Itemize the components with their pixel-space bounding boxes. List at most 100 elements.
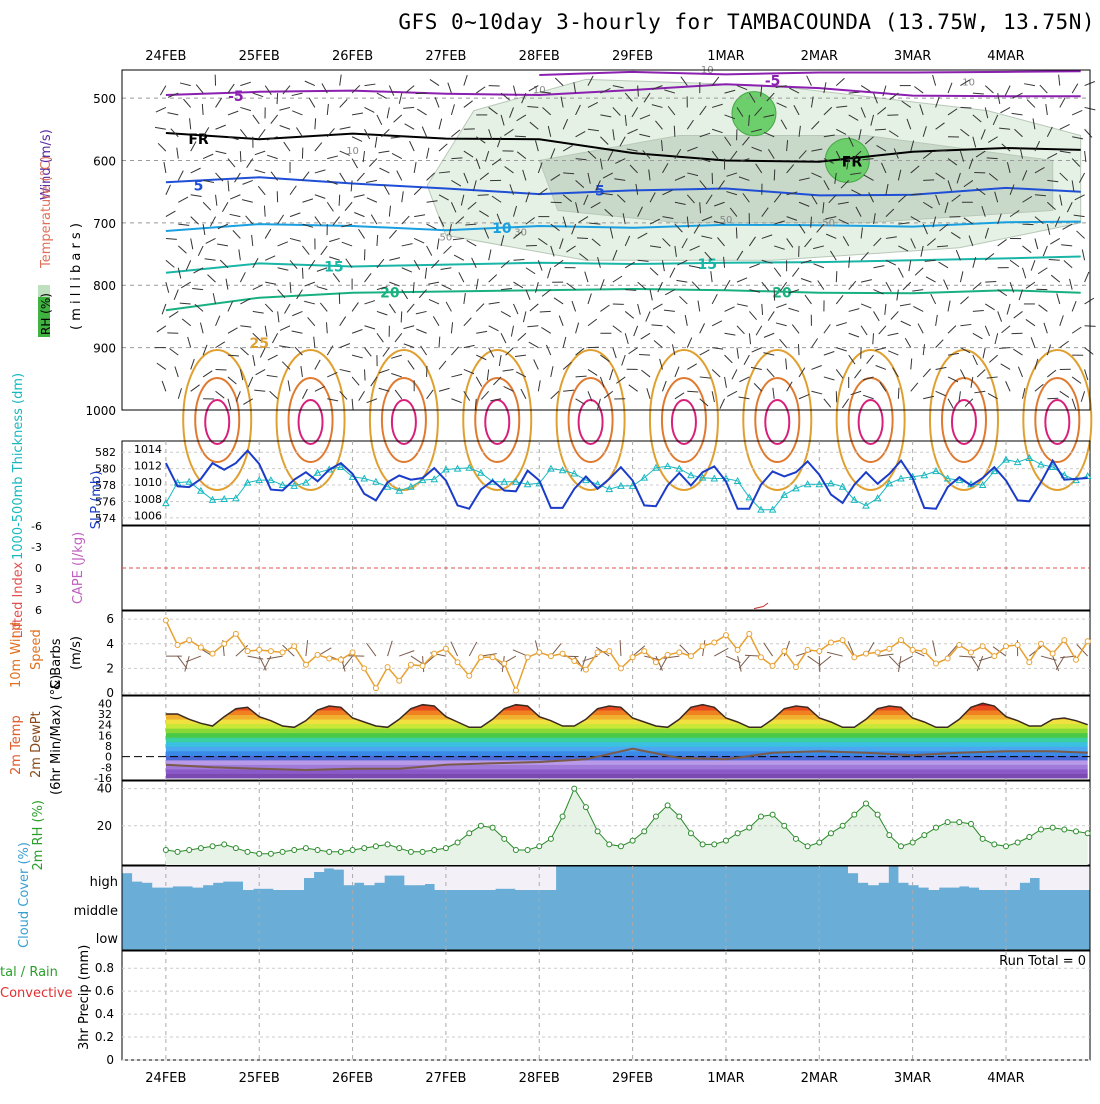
cloud-high-gap xyxy=(989,866,1000,890)
wind-barb xyxy=(973,310,984,311)
wind-barb xyxy=(1044,323,1047,333)
rh-tick-label: 40 xyxy=(97,782,112,796)
wind-barb xyxy=(158,143,166,151)
wind-speed-series-point xyxy=(922,649,927,654)
wind-speed-series-point xyxy=(233,631,238,636)
wind-barb xyxy=(177,148,179,159)
wind-barb xyxy=(629,385,638,391)
wind-barb xyxy=(576,399,585,405)
rh-2m-series-point xyxy=(537,844,542,849)
wind-barb xyxy=(489,275,497,283)
cloud-high-gap xyxy=(465,866,476,890)
rh-2m-series-point xyxy=(910,840,915,845)
wind-barb xyxy=(530,304,538,311)
wind-barb xyxy=(236,391,240,401)
wind-barb xyxy=(836,271,837,282)
wind-speed-series-point xyxy=(688,654,693,659)
isotherm-30-loop xyxy=(942,378,986,462)
wind-barb xyxy=(351,180,352,191)
cloud-high-gap xyxy=(1080,866,1091,890)
cloud-high-gap xyxy=(929,866,940,890)
wind-tick-label: 4 xyxy=(106,637,114,651)
wind-10m-barb xyxy=(513,650,528,656)
wind-barb xyxy=(487,369,488,380)
wind-speed-series-point xyxy=(548,654,553,659)
wind-barb xyxy=(786,358,787,369)
wind-barb xyxy=(253,285,263,290)
rh-2m-series-point xyxy=(805,844,810,849)
wind-barb xyxy=(960,324,971,325)
wind-barb xyxy=(352,399,353,410)
wind-barb xyxy=(548,268,551,279)
wind-barb xyxy=(650,268,658,276)
wind-barb xyxy=(228,301,233,311)
wind-speed-series-point xyxy=(677,650,682,655)
wind-barb xyxy=(1064,261,1072,268)
wind-barb xyxy=(157,363,166,369)
cloud-high-gap xyxy=(999,866,1010,890)
lifted-index-tick-label: 6 xyxy=(35,604,42,617)
wind-barb xyxy=(417,109,426,115)
cloud-high-gap xyxy=(505,866,516,889)
cloud-high-gap xyxy=(495,866,506,889)
isotherm-30-loop xyxy=(195,378,239,462)
wind-barb xyxy=(414,187,422,195)
temp-units-axis-label: (6hr Min/Max) (°C) xyxy=(49,675,64,795)
cloud-high-gap xyxy=(878,866,889,883)
slp-tick-label: 1006 xyxy=(134,509,162,522)
wind-barb xyxy=(191,168,201,173)
wind-barb xyxy=(216,125,226,129)
wind-barb xyxy=(554,298,563,304)
wind-barb xyxy=(1035,238,1038,249)
wind-barb xyxy=(1007,304,1010,315)
cloud-high-gap xyxy=(1009,866,1020,890)
rh-2m-series-point xyxy=(385,842,390,847)
wind-speed-series-point xyxy=(828,640,833,645)
wind-barb xyxy=(191,385,200,391)
wind-barb xyxy=(1024,84,1035,86)
wind-barb xyxy=(1047,345,1050,356)
wind-barb xyxy=(156,107,166,112)
wind-barb xyxy=(222,202,228,212)
wind-barb xyxy=(600,305,609,311)
wind-barb xyxy=(712,321,722,326)
wind-barb xyxy=(998,311,1002,321)
wind-speed-series-point xyxy=(268,649,273,654)
isotherm-label: FR xyxy=(188,132,209,148)
wind-speed-series-point xyxy=(898,638,903,643)
wind-barb xyxy=(198,246,203,256)
wind-barb xyxy=(359,229,365,238)
cloud-high-gap xyxy=(374,866,385,883)
wind-barb xyxy=(998,239,1007,245)
wind-barb xyxy=(898,388,899,399)
wind-barb xyxy=(901,321,911,326)
cloud-high-gap xyxy=(414,866,425,885)
wind-barb xyxy=(1031,337,1035,347)
wind-barb xyxy=(243,180,253,184)
wind-barb xyxy=(327,322,328,333)
wind-barb xyxy=(613,326,622,333)
wind-barb xyxy=(359,391,365,400)
wind-barb xyxy=(1006,381,1010,391)
wind-barb xyxy=(712,294,717,304)
wind-barb xyxy=(407,304,414,312)
wind-barb xyxy=(315,217,321,226)
wind-barb xyxy=(712,391,714,402)
wind-speed-series-line xyxy=(166,620,1088,690)
wind-barb xyxy=(404,326,415,329)
wind-barb xyxy=(737,304,748,306)
rh-2m-series-point xyxy=(688,831,693,836)
wind-barb xyxy=(315,360,320,370)
rh-2m-series-point xyxy=(840,823,845,828)
rh-2m-series-point xyxy=(478,823,483,828)
wind-barb xyxy=(357,173,364,181)
wind-barb xyxy=(315,143,322,152)
x-tick-label-top: 28FEB xyxy=(519,49,560,64)
rh-2m-series-point xyxy=(525,847,530,852)
wind-barb xyxy=(526,268,535,274)
wind-barb xyxy=(320,303,327,312)
wind-barb xyxy=(216,391,225,398)
rh-2m-series-point xyxy=(548,836,553,841)
wind-barb xyxy=(379,168,389,173)
wind-barb xyxy=(654,341,662,348)
